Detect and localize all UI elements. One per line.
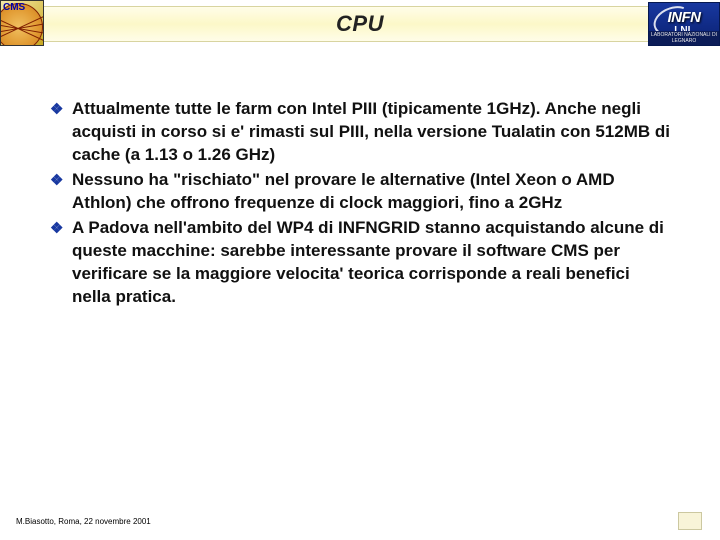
infn-subtitle: LABORATORI NAZIONALI DI LEGNARO	[649, 31, 719, 45]
page-title: CPU	[0, 11, 720, 37]
bullet-text: Nessuno ha "rischiato" nel provare le al…	[72, 169, 670, 215]
bullet-text: A Padova nell'ambito del WP4 di INFNGRID…	[72, 217, 670, 309]
list-item: ❖ Nessuno ha "rischiato" nel provare le …	[50, 169, 670, 215]
bullet-icon: ❖	[50, 169, 72, 193]
bullet-icon: ❖	[50, 217, 72, 241]
bullet-text: Attualmente tutte le farm con Intel PIII…	[72, 98, 670, 167]
header-bar: CMS CPU INFN LNL LABORATORI NAZIONALI DI…	[0, 0, 720, 48]
cms-label: CMS	[3, 2, 25, 13]
footer-text: M.Biasotto, Roma, 22 novembre 2001	[16, 517, 151, 526]
page-number-box	[678, 512, 702, 530]
list-item: ❖ Attualmente tutte le farm con Intel PI…	[50, 98, 670, 167]
infn-text: INFN	[649, 9, 719, 26]
list-item: ❖ A Padova nell'ambito del WP4 di INFNGR…	[50, 217, 670, 309]
infn-logo: INFN LNL LABORATORI NAZIONALI DI LEGNARO	[648, 2, 720, 46]
content-area: ❖ Attualmente tutte le farm con Intel PI…	[50, 98, 670, 310]
bullet-icon: ❖	[50, 98, 72, 122]
